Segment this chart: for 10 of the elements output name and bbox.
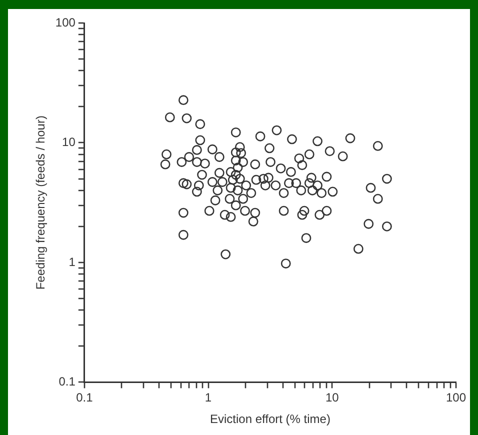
y-axis-title: Feeding frequency (feeds / hour) (34, 116, 48, 290)
x-tick-label: 100 (446, 390, 466, 405)
x-tick-label: 1 (204, 390, 212, 405)
y-tick-label: 10 (62, 135, 76, 150)
y-tick-label: 100 (55, 15, 76, 30)
x-tick-label: 10 (325, 390, 340, 405)
y-tick-label: 0.1 (58, 374, 76, 389)
x-tick-label: 0.1 (76, 390, 94, 405)
x-axis-title: Eviction effort (% time) (210, 412, 330, 426)
y-tick-label: 1 (68, 254, 76, 269)
